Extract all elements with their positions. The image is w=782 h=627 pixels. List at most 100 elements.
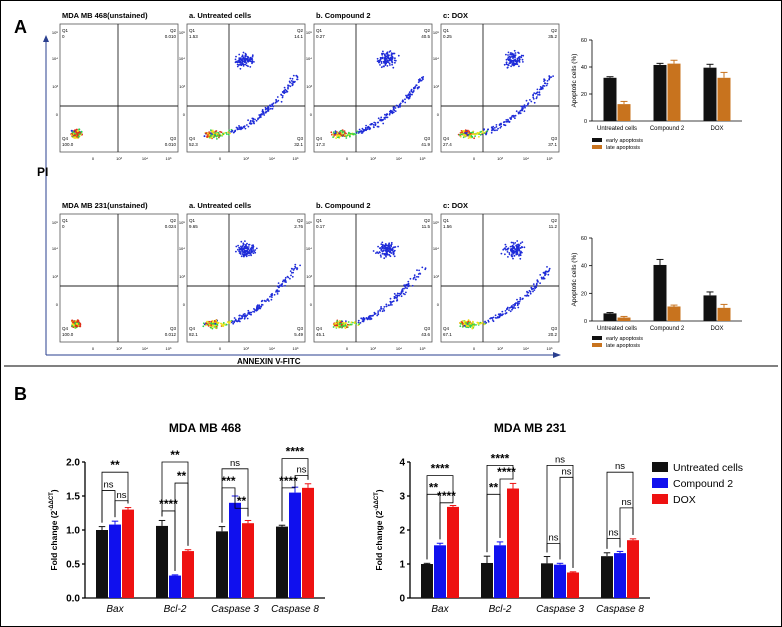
event-dot — [396, 292, 399, 295]
event-dot — [344, 324, 347, 327]
event-dot — [383, 306, 386, 308]
event-dot — [495, 124, 498, 126]
event-dot — [510, 118, 512, 120]
flow-x-axis-title: ANNEXIN V-FITC — [237, 357, 301, 366]
flow-y-axis-title: PI — [37, 165, 48, 179]
event-dot — [355, 131, 358, 134]
event-dot — [253, 311, 256, 313]
event-dot — [474, 135, 476, 138]
x-tick-label: 10³ — [243, 156, 249, 161]
event-dot — [527, 103, 529, 106]
event-dot — [244, 127, 247, 130]
y-tick-label: 0 — [437, 302, 440, 307]
event-dot — [512, 53, 515, 56]
event-dot — [527, 102, 530, 104]
event-dot — [275, 98, 277, 101]
event-dot — [243, 317, 246, 320]
bar — [109, 524, 121, 598]
event-dot — [284, 91, 287, 94]
y-axis-label-end: ) — [374, 489, 384, 492]
event-dot — [369, 317, 372, 319]
event-dot — [390, 59, 393, 62]
event-dot — [363, 318, 366, 321]
category-label: Compound 2 — [650, 326, 685, 332]
event-dot — [366, 318, 369, 321]
event-dot — [349, 132, 352, 135]
event-dot — [501, 310, 504, 313]
event-dot — [512, 243, 515, 245]
event-dot — [520, 56, 523, 59]
event-dot — [233, 131, 235, 134]
event-dot — [274, 101, 277, 104]
event-dot — [416, 275, 418, 278]
event-dot — [388, 58, 391, 61]
event-dot — [385, 303, 388, 306]
event-dot — [379, 56, 382, 59]
event-dot — [463, 129, 466, 132]
event-dot — [344, 327, 347, 330]
event-dot — [472, 325, 475, 327]
event-dot — [349, 323, 352, 326]
event-dot — [284, 284, 286, 287]
event-dot — [390, 302, 392, 304]
q3-label: Q3 — [424, 326, 431, 331]
event-dot — [544, 274, 546, 277]
event-dot — [79, 322, 82, 325]
event-dot — [335, 324, 338, 326]
significance-label: **** — [159, 497, 178, 511]
event-dot — [238, 250, 241, 253]
event-dot — [372, 124, 375, 126]
chart-title: MDA MB 468 — [169, 421, 242, 435]
y-axis-label-end: ) — [49, 489, 59, 492]
event-dot — [262, 110, 265, 113]
bar-chart-fold_468: 0.0 0.5 1.0 1.5 2.0 Fold change (2-ΔΔCT) MDA M… — [49, 421, 325, 615]
event-dot — [332, 136, 334, 139]
event-dot — [271, 104, 274, 107]
y-tick-label: 1 — [399, 560, 405, 571]
event-dot — [346, 134, 349, 137]
event-dot — [261, 299, 264, 302]
y-tick-label: 40 — [581, 264, 587, 270]
y-tick-label: 1.5 — [66, 492, 80, 503]
event-dot — [543, 78, 545, 81]
event-dot — [540, 276, 543, 279]
bar — [617, 104, 631, 121]
event-dot — [336, 320, 339, 322]
q2-value: 0.024 — [165, 224, 177, 229]
event-dot — [246, 317, 249, 320]
bar — [717, 307, 731, 321]
event-dot — [504, 312, 507, 315]
q3-value: 0.012 — [165, 332, 177, 337]
significance-label: ** — [489, 480, 499, 494]
event-dot — [389, 255, 392, 258]
event-dot — [390, 53, 393, 56]
significance-label: **** — [286, 445, 305, 459]
event-dot — [353, 322, 356, 325]
significance-bracket — [426, 475, 454, 560]
event-dot — [506, 306, 509, 309]
significance-label: ** — [237, 494, 247, 508]
event-dot — [228, 129, 231, 132]
x-tick-label: 10⁴ — [523, 346, 529, 351]
event-dot — [208, 324, 211, 326]
event-dot — [336, 134, 338, 137]
density-scatter — [330, 50, 425, 140]
event-dot — [214, 327, 217, 329]
event-dot — [278, 290, 280, 292]
event-dot — [394, 296, 397, 299]
event-dot — [517, 111, 520, 114]
event-dot — [360, 130, 362, 132]
event-dot — [336, 132, 339, 135]
event-dot — [406, 287, 408, 290]
event-dot — [246, 58, 248, 61]
event-dot — [459, 322, 462, 325]
event-dot — [480, 130, 482, 133]
flow-plot: MDA MB 468(unstained)Q10Q20.010Q4100.0Q3… — [52, 11, 179, 161]
y-tick-label: 10⁵ — [306, 220, 312, 225]
event-dot — [466, 130, 468, 133]
q4-label: Q4 — [189, 136, 196, 141]
x-tick-label: 10⁵ — [547, 346, 553, 351]
event-dot — [507, 247, 510, 250]
event-dot — [285, 89, 288, 92]
